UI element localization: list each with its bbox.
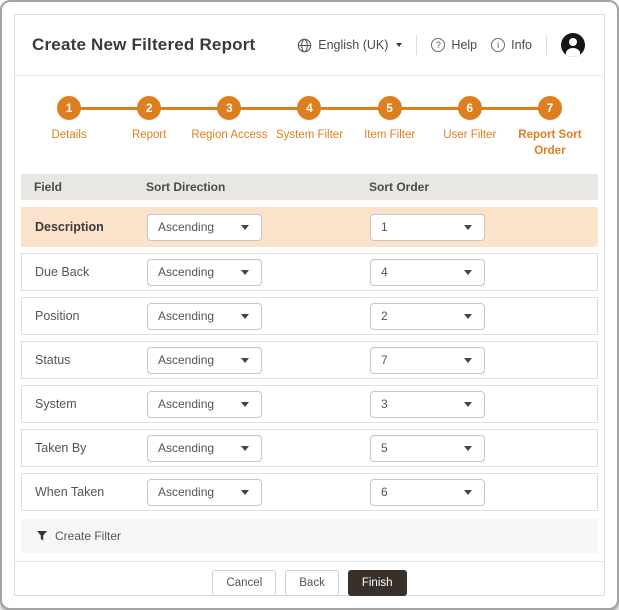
step-circle[interactable]: 5 (377, 96, 402, 120)
step-label: Report Sort Order (518, 129, 582, 157)
info-circle-icon: i (491, 38, 506, 52)
field-label: Due Back (35, 265, 90, 279)
step-circle[interactable]: 3 (217, 96, 242, 120)
step-circle[interactable]: 1 (57, 96, 82, 120)
table-row-taken-by: Taken By Ascending 5 (21, 429, 598, 467)
chevron-down-icon (241, 489, 249, 495)
step-circle[interactable]: 2 (137, 96, 162, 120)
step-label: User Filter (443, 129, 497, 141)
chevron-down-icon (241, 357, 249, 363)
sort-direction-select[interactable]: Ascending (147, 478, 262, 506)
column-header-sort-order: Sort Order (369, 180, 430, 194)
sort-order-select[interactable]: 2 (370, 302, 485, 330)
step-label: Region Access (191, 129, 268, 141)
field-label: Description (35, 220, 104, 234)
table-row-when-taken: When Taken Ascending 6 (21, 473, 598, 511)
help-label: Help (451, 38, 478, 52)
sort-direction-select[interactable]: Ascending (147, 258, 262, 286)
chevron-down-icon (241, 445, 249, 451)
field-label: Status (35, 353, 71, 367)
page-header: Create New Filtered Report English (UK) (15, 15, 604, 76)
create-filter-label: Create Filter (55, 529, 122, 543)
sort-direction-select[interactable]: Ascending (147, 213, 262, 241)
chevron-down-icon (464, 313, 472, 319)
chevron-down-icon (464, 445, 472, 451)
finish-button[interactable]: Finish (347, 570, 407, 596)
table-row-position: Position Ascending 2 (21, 297, 598, 335)
chevron-down-icon (241, 224, 249, 230)
question-circle-icon: ? (431, 38, 446, 52)
sort-order-select[interactable]: 5 (370, 434, 485, 462)
column-header-sort-direction: Sort Direction (146, 180, 226, 194)
field-label: When Taken (35, 485, 105, 499)
step-item-filter[interactable]: 5 Item Filter (320, 96, 430, 168)
chevron-down-icon (396, 43, 403, 47)
footer-actions: Cancel Back Finish (15, 561, 604, 604)
step-label: Details (51, 129, 87, 141)
sort-order-table: Field Sort Direction Sort Order Descript… (15, 168, 604, 517)
sort-direction-select[interactable]: Ascending (147, 346, 262, 374)
globe-icon (297, 38, 312, 53)
step-system-filter[interactable]: 4 System Filter (240, 96, 349, 168)
step-circle[interactable]: 6 (457, 96, 482, 120)
table-header: Field Sort Direction Sort Order (21, 174, 598, 200)
sort-order-select[interactable]: 4 (370, 258, 485, 286)
back-button[interactable]: Back (285, 570, 339, 596)
wizard-stepper: 1 Details 2 Report 3 Region Access 4 Sys… (15, 76, 604, 168)
create-filter-toggle[interactable]: Create Filter (21, 519, 598, 553)
field-label: System (35, 397, 77, 411)
language-selector[interactable]: English (UK) (297, 38, 403, 53)
divider (546, 35, 547, 55)
step-label: System Filter (275, 129, 344, 141)
column-header-field: Field (34, 180, 63, 194)
sort-order-select[interactable]: 3 (370, 390, 485, 418)
step-details[interactable]: 1 Details (29, 96, 109, 168)
step-region-access[interactable]: 3 Region Access (160, 96, 269, 168)
cancel-button[interactable]: Cancel (212, 570, 277, 596)
page-title: Create New Filtered Report (32, 35, 256, 54)
sort-order-select[interactable]: 6 (370, 478, 485, 506)
step-label: Item Filter (364, 129, 416, 141)
field-label: Taken By (35, 441, 87, 455)
user-avatar-icon[interactable] (561, 33, 585, 57)
step-report-sort-order[interactable]: 7 Report Sort Order (480, 96, 590, 168)
sort-order-select[interactable]: 7 (370, 346, 485, 374)
step-label: Report (131, 129, 167, 141)
step-user-filter[interactable]: 6 User Filter (400, 96, 510, 168)
language-label: English (UK) (318, 38, 389, 52)
info-button[interactable]: i Info (491, 38, 532, 52)
table-row-description: Description Ascending 1 (21, 207, 598, 247)
field-label: Position (35, 309, 80, 323)
chevron-down-icon (241, 401, 249, 407)
sort-direction-select[interactable]: Ascending (147, 302, 262, 330)
chevron-down-icon (464, 269, 472, 275)
divider (416, 35, 418, 55)
chevron-down-icon (464, 489, 472, 495)
table-row-system: System Ascending 3 (21, 385, 598, 423)
help-button[interactable]: ? Help (431, 38, 477, 52)
sort-direction-select[interactable]: Ascending (147, 434, 262, 462)
chevron-down-icon (464, 401, 472, 407)
chevron-down-icon (464, 224, 472, 230)
chevron-down-icon (241, 269, 249, 275)
funnel-icon (37, 531, 47, 541)
chevron-down-icon (464, 357, 472, 363)
chevron-down-icon (241, 313, 249, 319)
header-actions: English (UK) ? Help i Info (297, 33, 585, 57)
sort-direction-select[interactable]: Ascending (147, 390, 262, 418)
step-circle[interactable]: 7 (537, 96, 562, 120)
info-label: Info (511, 38, 532, 52)
table-row-status: Status Ascending 7 (21, 341, 598, 379)
step-circle[interactable]: 4 (297, 96, 322, 120)
wizard-card: Create New Filtered Report English (UK) (14, 14, 605, 596)
sort-order-select[interactable]: 1 (370, 213, 485, 241)
step-report[interactable]: 2 Report (80, 96, 189, 168)
table-row-due-back: Due Back Ascending 4 (21, 253, 598, 291)
